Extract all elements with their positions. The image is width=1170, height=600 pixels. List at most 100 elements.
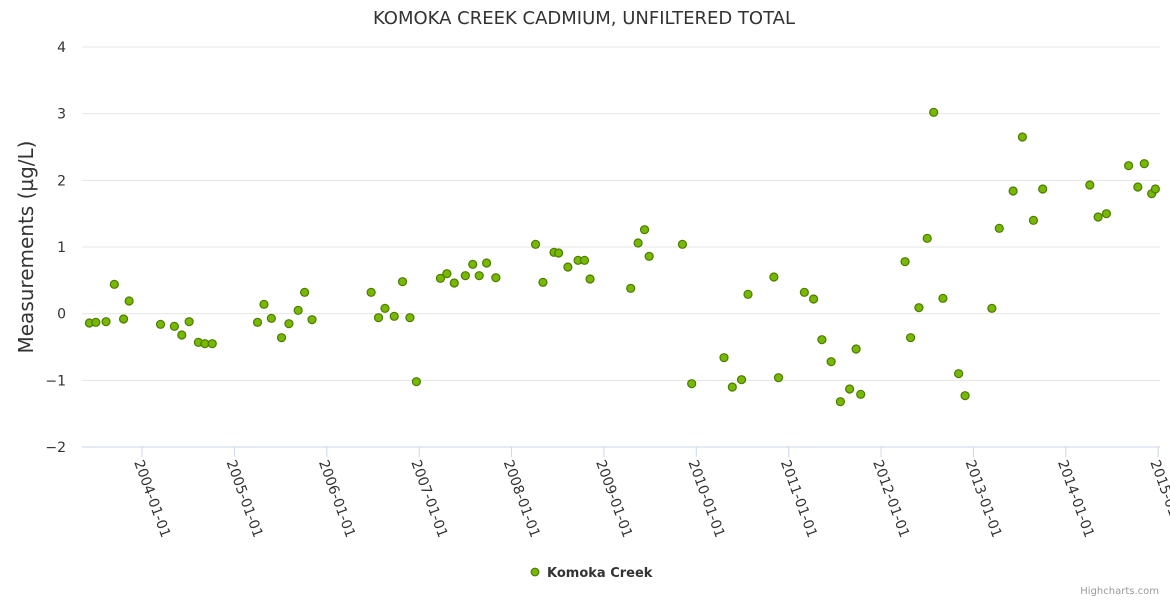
data-point[interactable]: [474, 271, 484, 281]
data-point[interactable]: [207, 339, 217, 349]
data-point[interactable]: [411, 377, 421, 387]
data-point[interactable]: [468, 259, 478, 269]
x-tick-label: 2012-01-01: [869, 458, 912, 540]
data-point[interactable]: [481, 258, 492, 268]
credits[interactable]: Highcharts.com: [1080, 586, 1159, 597]
data-point[interactable]: [91, 317, 101, 327]
data-point[interactable]: [900, 257, 910, 267]
data-point[interactable]: [808, 294, 819, 304]
x-tick-label: 2009-01-01: [592, 458, 635, 540]
y-tick-label: −2: [45, 440, 66, 456]
data-point[interactable]: [773, 373, 784, 383]
data-point[interactable]: [994, 223, 1004, 233]
data-point[interactable]: [677, 239, 688, 249]
data-point[interactable]: [1085, 180, 1095, 190]
y-tick-label: 4: [57, 40, 66, 56]
data-point[interactable]: [845, 384, 855, 394]
data-point[interactable]: [284, 319, 294, 329]
data-point[interactable]: [799, 287, 809, 297]
x-tick-label: 2008-01-01: [500, 458, 543, 540]
data-point[interactable]: [397, 277, 408, 287]
data-point[interactable]: [922, 233, 932, 243]
data-point[interactable]: [736, 375, 747, 385]
data-point[interactable]: [118, 314, 129, 324]
data-point[interactable]: [1123, 161, 1134, 171]
y-tick-label: 1: [57, 240, 66, 256]
data-point[interactable]: [960, 391, 970, 401]
data-point[interactable]: [259, 299, 269, 309]
data-point[interactable]: [389, 311, 399, 321]
legend-marker[interactable]: [530, 567, 540, 577]
data-point[interactable]: [155, 319, 166, 329]
data-point[interactable]: [124, 296, 134, 306]
data-point[interactable]: [639, 225, 650, 235]
data-point[interactable]: [769, 272, 779, 282]
data-point[interactable]: [366, 287, 376, 297]
data-point[interactable]: [169, 321, 179, 331]
data-point[interactable]: [585, 274, 595, 284]
data-point[interactable]: [563, 262, 573, 272]
data-point[interactable]: [530, 239, 541, 249]
data-point[interactable]: [835, 397, 845, 407]
data-point[interactable]: [184, 317, 194, 327]
data-point[interactable]: [954, 369, 964, 379]
data-point[interactable]: [380, 303, 390, 313]
data-point[interactable]: [856, 389, 866, 399]
y-axis-label: Measurements (µg/L): [14, 141, 38, 354]
x-tick-label: 2013-01-01: [962, 458, 1005, 540]
data-point[interactable]: [1038, 184, 1048, 194]
data-point[interactable]: [266, 313, 276, 323]
data-point[interactable]: [1093, 212, 1103, 222]
data-point[interactable]: [851, 344, 861, 354]
data-point[interactable]: [405, 313, 415, 323]
data-point[interactable]: [300, 287, 310, 297]
data-point[interactable]: [743, 289, 753, 299]
data-point[interactable]: [307, 315, 317, 325]
legend[interactable]: Komoka Creek: [530, 566, 653, 581]
data-point[interactable]: [460, 271, 470, 281]
x-tick-label: 2015-01-01: [1146, 458, 1170, 540]
data-point[interactable]: [914, 303, 924, 313]
data-point[interactable]: [1028, 215, 1039, 225]
data-point[interactable]: [491, 273, 501, 283]
data-point[interactable]: [101, 317, 111, 327]
data-point[interactable]: [626, 283, 636, 293]
data-point[interactable]: [293, 305, 303, 315]
data-point[interactable]: [449, 278, 459, 288]
data-point[interactable]: [633, 238, 643, 248]
data-point[interactable]: [554, 248, 564, 258]
data-point[interactable]: [177, 330, 187, 340]
data-point[interactable]: [1133, 182, 1143, 192]
data-point[interactable]: [719, 353, 729, 363]
data-point[interactable]: [435, 273, 446, 283]
data-point[interactable]: [929, 107, 939, 117]
data-point[interactable]: [373, 313, 384, 323]
data-point[interactable]: [1008, 186, 1018, 196]
data-point[interactable]: [109, 279, 119, 289]
data-point[interactable]: [687, 379, 697, 389]
x-tick-label: 2004-01-01: [130, 458, 173, 540]
data-point[interactable]: [644, 251, 654, 261]
data-point[interactable]: [1150, 184, 1160, 194]
data-point[interactable]: [987, 303, 997, 313]
data-point[interactable]: [905, 333, 916, 343]
y-tick-label: 0: [57, 307, 66, 323]
data-point[interactable]: [1017, 132, 1027, 142]
x-tick-label: 2014-01-01: [1054, 458, 1097, 540]
data-points: [84, 107, 1160, 407]
data-point[interactable]: [442, 269, 452, 279]
data-point[interactable]: [252, 317, 263, 327]
data-point[interactable]: [579, 255, 590, 265]
data-point[interactable]: [826, 357, 836, 367]
y-tick-label: 3: [57, 107, 66, 123]
x-tick-label: 2010-01-01: [685, 458, 728, 540]
data-point[interactable]: [727, 382, 737, 392]
data-point[interactable]: [1101, 209, 1112, 219]
legend-label[interactable]: Komoka Creek: [547, 566, 653, 581]
data-point[interactable]: [938, 293, 948, 303]
data-point[interactable]: [817, 335, 827, 345]
data-point[interactable]: [276, 333, 287, 343]
data-point[interactable]: [1139, 159, 1149, 169]
data-point[interactable]: [538, 277, 548, 287]
